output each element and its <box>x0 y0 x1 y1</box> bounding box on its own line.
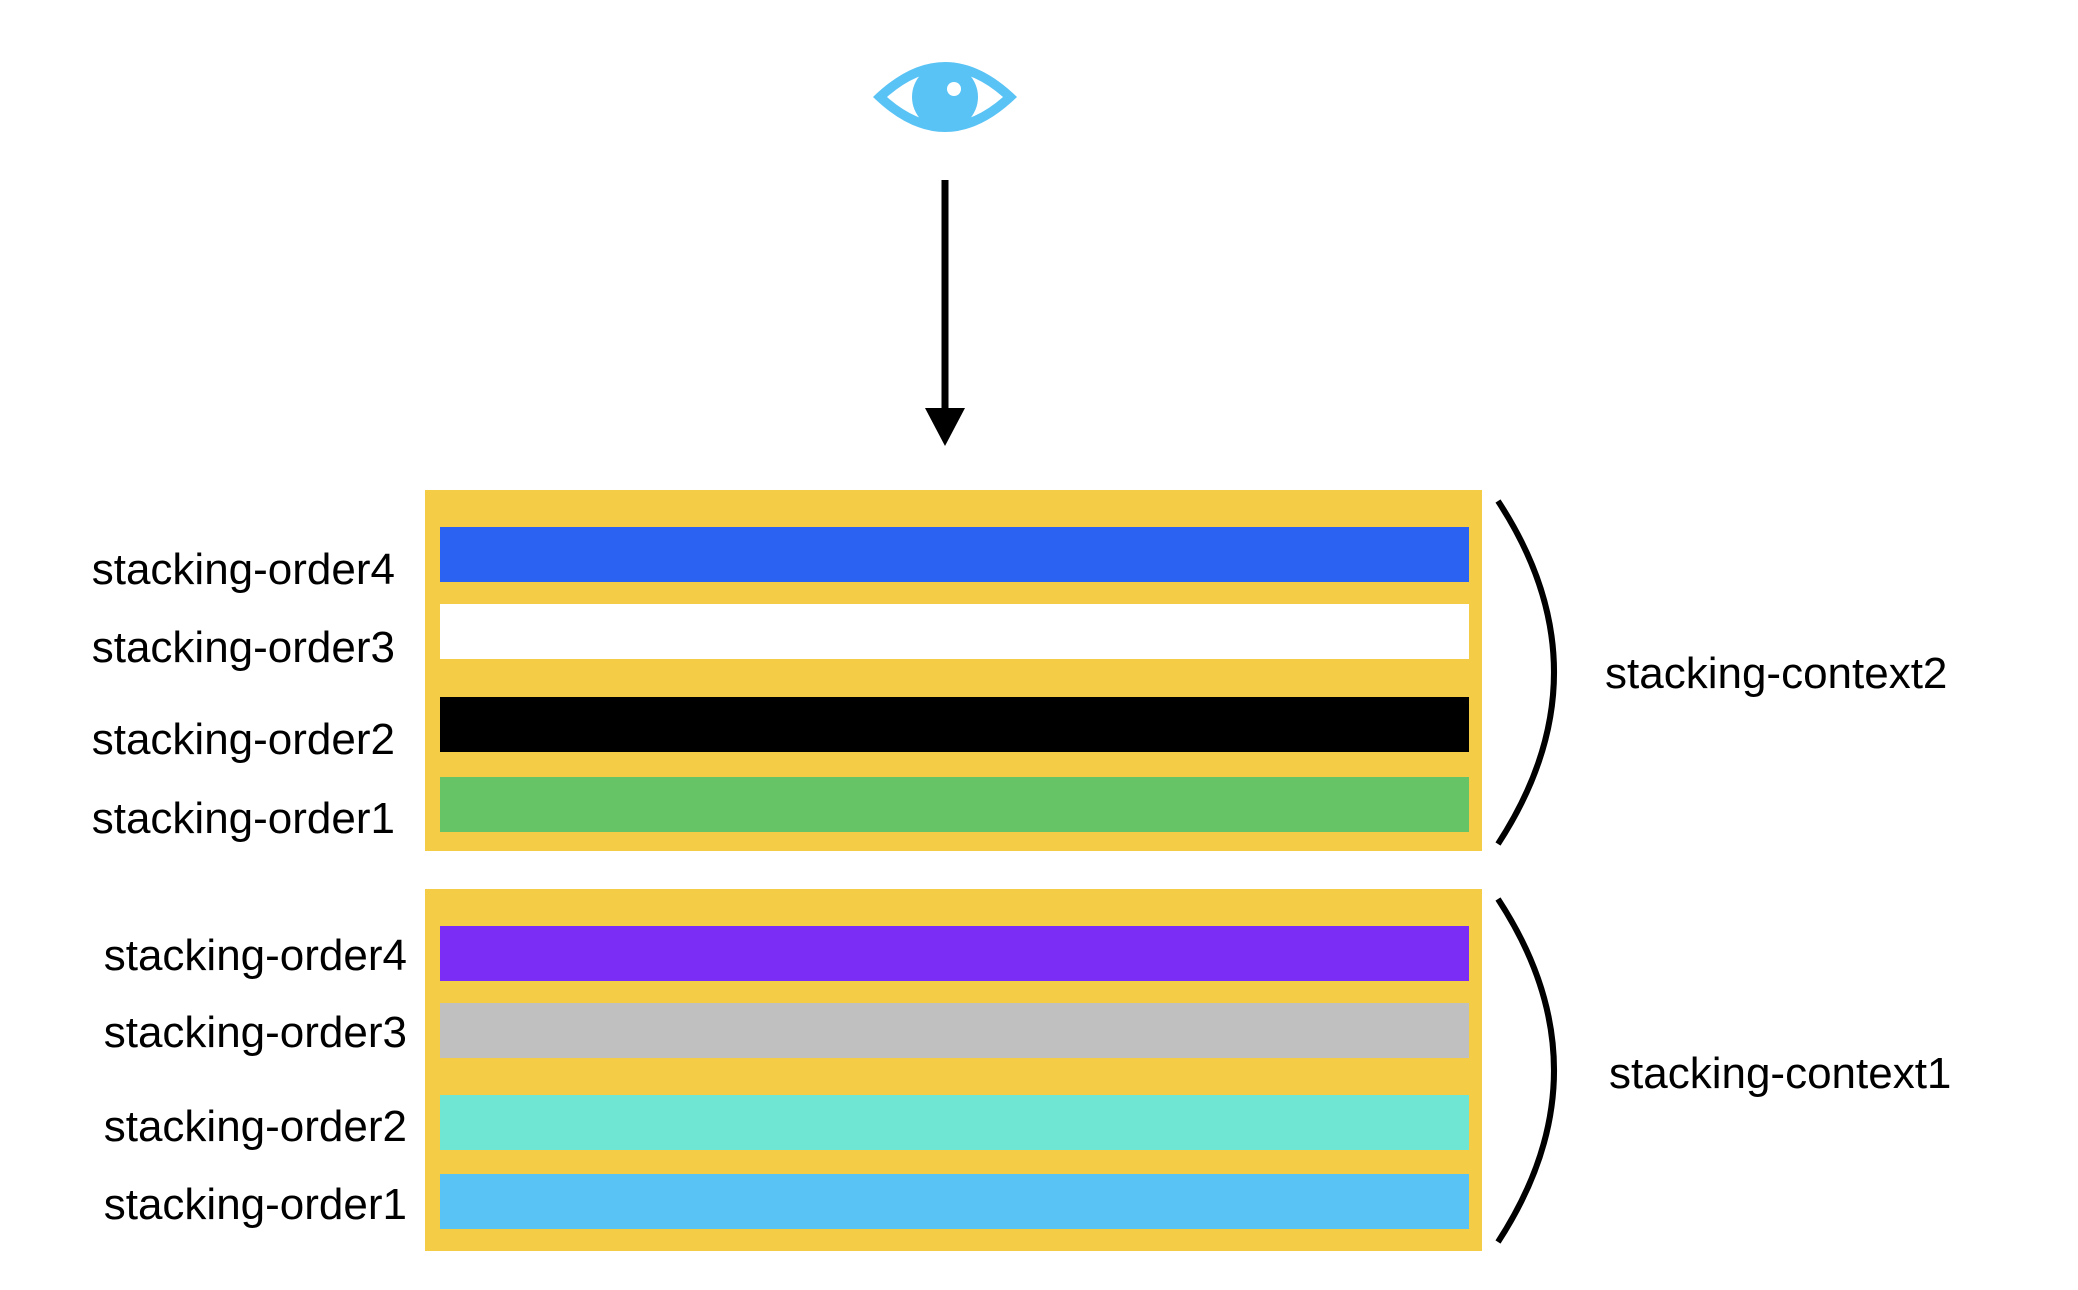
order-label: stacking-order2 <box>103 1102 407 1151</box>
stacking-context2-box <box>425 490 1482 851</box>
order-label: stacking-order3 <box>103 1008 407 1057</box>
context-label: stacking-context2 <box>1605 649 1948 698</box>
order-label: stacking-order1 <box>103 1180 407 1229</box>
context1-bracket <box>1495 897 1557 1244</box>
layer-stacking-order3 <box>440 604 1469 659</box>
stacking-context1-box <box>425 889 1482 1251</box>
order-label: stacking-order1 <box>91 794 395 843</box>
layer-stacking-order4 <box>440 527 1469 582</box>
layer-stacking-order2 <box>440 1095 1469 1150</box>
context2-bracket <box>1495 499 1557 846</box>
eye-icon <box>873 62 1017 132</box>
order-label: stacking-order4 <box>103 931 407 980</box>
order-label: stacking-order3 <box>91 623 395 672</box>
layer-stacking-order4 <box>440 926 1469 981</box>
layer-stacking-order1 <box>440 777 1469 832</box>
context-label: stacking-context1 <box>1609 1049 1952 1098</box>
layer-stacking-order3 <box>440 1003 1469 1058</box>
eye-iris <box>912 64 978 130</box>
order-label: stacking-order4 <box>91 545 395 594</box>
view-direction-arrow <box>925 180 965 446</box>
layer-stacking-order1 <box>440 1174 1469 1229</box>
layer-stacking-order2 <box>440 697 1469 752</box>
order-label: stacking-order2 <box>91 715 395 764</box>
eye-highlight <box>947 82 961 96</box>
